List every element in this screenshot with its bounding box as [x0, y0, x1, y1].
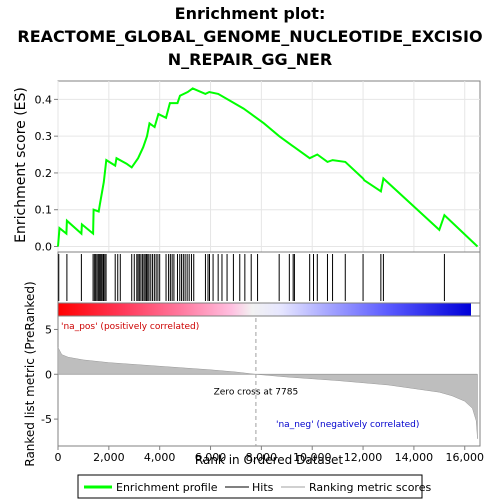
x-axis: 0 2,000 4,000 6,000 8,000 10,000 12,000 14,000 1… — [55, 446, 484, 464]
x-tick-label: 14,000 — [395, 451, 434, 464]
metric-y-tick-label: 0 — [45, 368, 52, 381]
ranking-metric-area — [57, 347, 478, 439]
legend-hits-label: Hits — [252, 481, 274, 494]
metric-y-axis: 5 0 -5 — [41, 323, 58, 426]
es-y-tick-label: 0.4 — [35, 93, 53, 106]
es-y-axis: 0.0 0.1 0.2 0.3 0.4 — [35, 93, 58, 253]
x-axis-label: Rank in Ordered Dataset — [195, 453, 343, 467]
negative-correlation-label: 'na_neg' (negatively correlated) — [276, 420, 419, 430]
x-tick-label: 10,000 — [293, 451, 332, 464]
es-panel: 0.0 0.1 0.2 0.3 0.4 Enrichment score (ES) — [13, 80, 481, 253]
x-tick-label: 12,000 — [344, 451, 383, 464]
x-tick-label: 8,000 — [246, 451, 278, 464]
chart-title-line-3: N_REPAIR_GG_NER — [168, 50, 332, 69]
metric-y-tick-label: 5 — [45, 323, 52, 336]
es-y-tick-label: 0.3 — [35, 130, 53, 143]
legend-enrichment-profile-label: Enrichment profile — [116, 481, 218, 494]
chart-title-line-2: REACTOME_GLOBAL_GENOME_NUCLEOTIDE_EXCISI… — [17, 27, 482, 46]
es-y-tick-label: 0.1 — [35, 204, 53, 217]
x-tick-label: 0 — [55, 451, 62, 464]
es-y-tick-label: 0.0 — [35, 240, 53, 253]
es-y-axis-label: Enrichment score (ES) — [13, 87, 29, 243]
zero-cross-label: Zero cross at 7785 — [214, 387, 299, 397]
x-tick-label: 16,000 — [445, 451, 484, 464]
ranking-color-band — [58, 303, 471, 316]
es-gridlines — [57, 81, 480, 252]
legend-ranking-metric-label: Ranking metric scores — [309, 481, 431, 494]
metric-y-tick-label: -5 — [41, 413, 52, 426]
es-panel-frame — [57, 80, 481, 253]
metric-panel: 5 0 -5 Zero cross at 7785 'na_pos' (positi… — [23, 281, 481, 467]
metric-y-axis-label: Ranked list metric (PreRanked) — [23, 281, 37, 466]
enrichment-profile-line — [57, 87, 479, 248]
hit-markers — [58, 254, 445, 301]
legend: Enrichment profile Hits Ranking metric s… — [77, 474, 431, 499]
hits-panel-frame — [57, 251, 481, 304]
es-y-tick-label: 0.2 — [35, 167, 53, 180]
x-tick-label: 4,000 — [144, 451, 176, 464]
hits-panel — [57, 251, 481, 304]
x-tick-label: 6,000 — [195, 451, 227, 464]
x-tick-label: 2,000 — [93, 451, 125, 464]
chart-title-line-1: Enrichment plot: — [175, 4, 326, 23]
legend-frame — [77, 474, 423, 499]
positive-correlation-label: 'na_pos' (positively correlated) — [61, 322, 199, 332]
